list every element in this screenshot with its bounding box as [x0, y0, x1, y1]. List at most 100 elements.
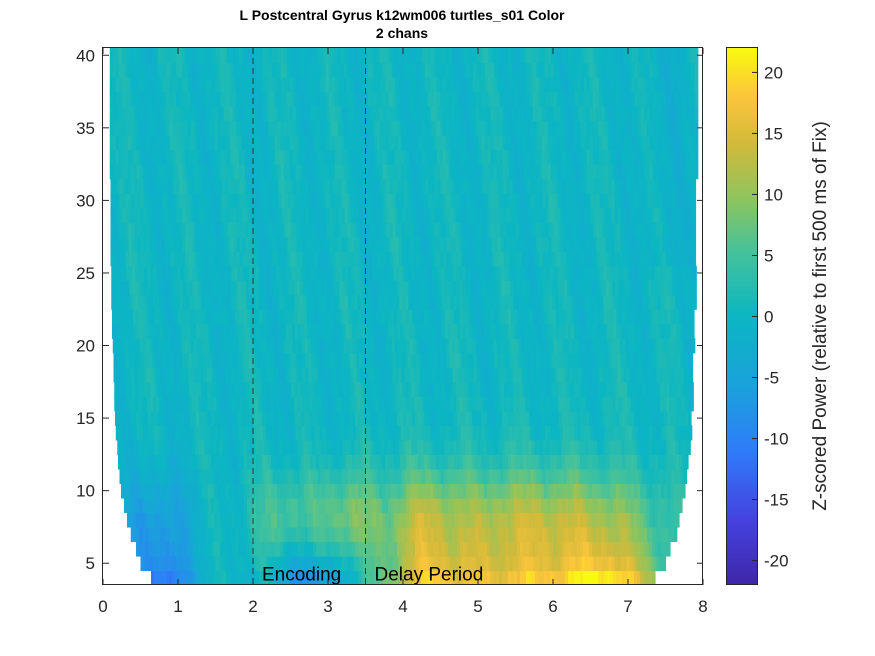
- heatmap-cell: [447, 265, 451, 281]
- heatmap-cell: [136, 338, 141, 354]
- heatmap-cell: [617, 468, 622, 484]
- heatmap-cell: [508, 338, 513, 354]
- heatmap-cell: [540, 280, 544, 296]
- heatmap-cell: [458, 468, 463, 484]
- heatmap-cell: [404, 555, 409, 572]
- heatmap-cell: [280, 338, 285, 354]
- heatmap-cell: [138, 265, 142, 281]
- heatmap-cell: [612, 265, 616, 281]
- heatmap-cell: [270, 396, 274, 412]
- heatmap-cell: [383, 352, 388, 368]
- heatmap-cell: [267, 280, 271, 296]
- heatmap-cell: [128, 236, 133, 252]
- heatmap-cell: [313, 309, 317, 325]
- heatmap-cell: [387, 294, 391, 310]
- heatmap-cell: [278, 207, 283, 223]
- heatmap-cell: [555, 396, 559, 412]
- heatmap-cell: [473, 236, 478, 252]
- heatmap-cell: [447, 439, 451, 455]
- heatmap-cell: [151, 323, 155, 339]
- heatmap-cell: [391, 526, 396, 543]
- heatmap-cell: [212, 222, 217, 238]
- heatmap-cell: [223, 526, 228, 543]
- heatmap-cell: [549, 280, 553, 296]
- heatmap-cell: [413, 352, 418, 368]
- heatmap-cell: [532, 425, 537, 441]
- heatmap-cell: [490, 454, 494, 470]
- heatmap-cell: [167, 367, 172, 383]
- heatmap-cell: [441, 439, 445, 455]
- heatmap-cell: [260, 468, 265, 484]
- heatmap-cell: [481, 425, 486, 441]
- heatmap-cell: [578, 367, 583, 383]
- heatmap-cell: [189, 439, 193, 455]
- heatmap-cell: [171, 381, 175, 397]
- heatmap-cell: [412, 570, 416, 585]
- heatmap-cell: [366, 280, 370, 296]
- heatmap-cell: [498, 396, 502, 412]
- heatmap-cell: [536, 468, 541, 484]
- heatmap-cell: [203, 367, 208, 383]
- heatmap-cell: [670, 410, 674, 426]
- heatmap-cell: [688, 338, 693, 354]
- heatmap-cell: [139, 454, 143, 470]
- heatmap-cell: [664, 541, 668, 557]
- heatmap-cell: [181, 454, 185, 470]
- heatmap-cell: [197, 555, 202, 572]
- heatmap-cell: [344, 367, 349, 383]
- heatmap-cell: [125, 468, 130, 484]
- heatmap-cell: [169, 338, 174, 354]
- heatmap-cell: [291, 280, 295, 296]
- heatmap-cell: [457, 454, 461, 470]
- heatmap-cell: [680, 367, 685, 383]
- heatmap-cell: [590, 367, 595, 383]
- heatmap-cell: [361, 323, 365, 339]
- heatmap-cell: [493, 512, 497, 528]
- heatmap-cell: [371, 352, 376, 368]
- heatmap-cell: [145, 483, 149, 499]
- heatmap-cell: [488, 352, 493, 368]
- heatmap-cell: [628, 323, 632, 339]
- heatmap-cell: [582, 294, 586, 310]
- heatmap-cell: [423, 294, 427, 310]
- heatmap-cell: [182, 251, 187, 267]
- heatmap-cell: [527, 555, 532, 572]
- heatmap-cell: [238, 323, 242, 339]
- heatmap-cell: [469, 526, 474, 543]
- heatmap-cell: [553, 454, 557, 470]
- heatmap-cell: [406, 512, 410, 528]
- heatmap-cell: [598, 526, 603, 543]
- heatmap-cell: [202, 454, 206, 470]
- heatmap-cell: [286, 526, 291, 543]
- heatmap-cell: [690, 294, 694, 310]
- heatmap-cell: [370, 410, 374, 426]
- heatmap-cell: [175, 425, 180, 441]
- heatmap-cell: [559, 497, 563, 514]
- heatmap-cell: [385, 410, 389, 426]
- heatmap-cell: [566, 555, 571, 572]
- heatmap-cell: [514, 512, 518, 528]
- heatmap-cell: [295, 512, 299, 528]
- heatmap-cell: [349, 338, 354, 354]
- heatmap-cell: [581, 207, 586, 223]
- heatmap-cell: [595, 323, 599, 339]
- heatmap-cell: [252, 294, 256, 310]
- heatmap-cell: [666, 381, 670, 397]
- heatmap-cell: [623, 468, 628, 484]
- heatmap-cell: [401, 251, 406, 267]
- heatmap-cell: [196, 512, 200, 528]
- heatmap-cell: [472, 570, 476, 585]
- heatmap-cell: [674, 251, 679, 267]
- heatmap-cell: [658, 338, 663, 354]
- heatmap-cell: [678, 396, 682, 412]
- heatmap-cell: [253, 526, 258, 543]
- heatmap-cell: [194, 352, 199, 368]
- heatmap-cell: [404, 352, 409, 368]
- heatmap-cell: [507, 294, 511, 310]
- heatmap-cell: [211, 512, 215, 528]
- heatmap-cell: [510, 265, 514, 281]
- heatmap-cell: [177, 294, 181, 310]
- heatmap-cell: [541, 425, 546, 441]
- heatmap-cell: [655, 541, 659, 557]
- heatmap-cell: [670, 309, 674, 325]
